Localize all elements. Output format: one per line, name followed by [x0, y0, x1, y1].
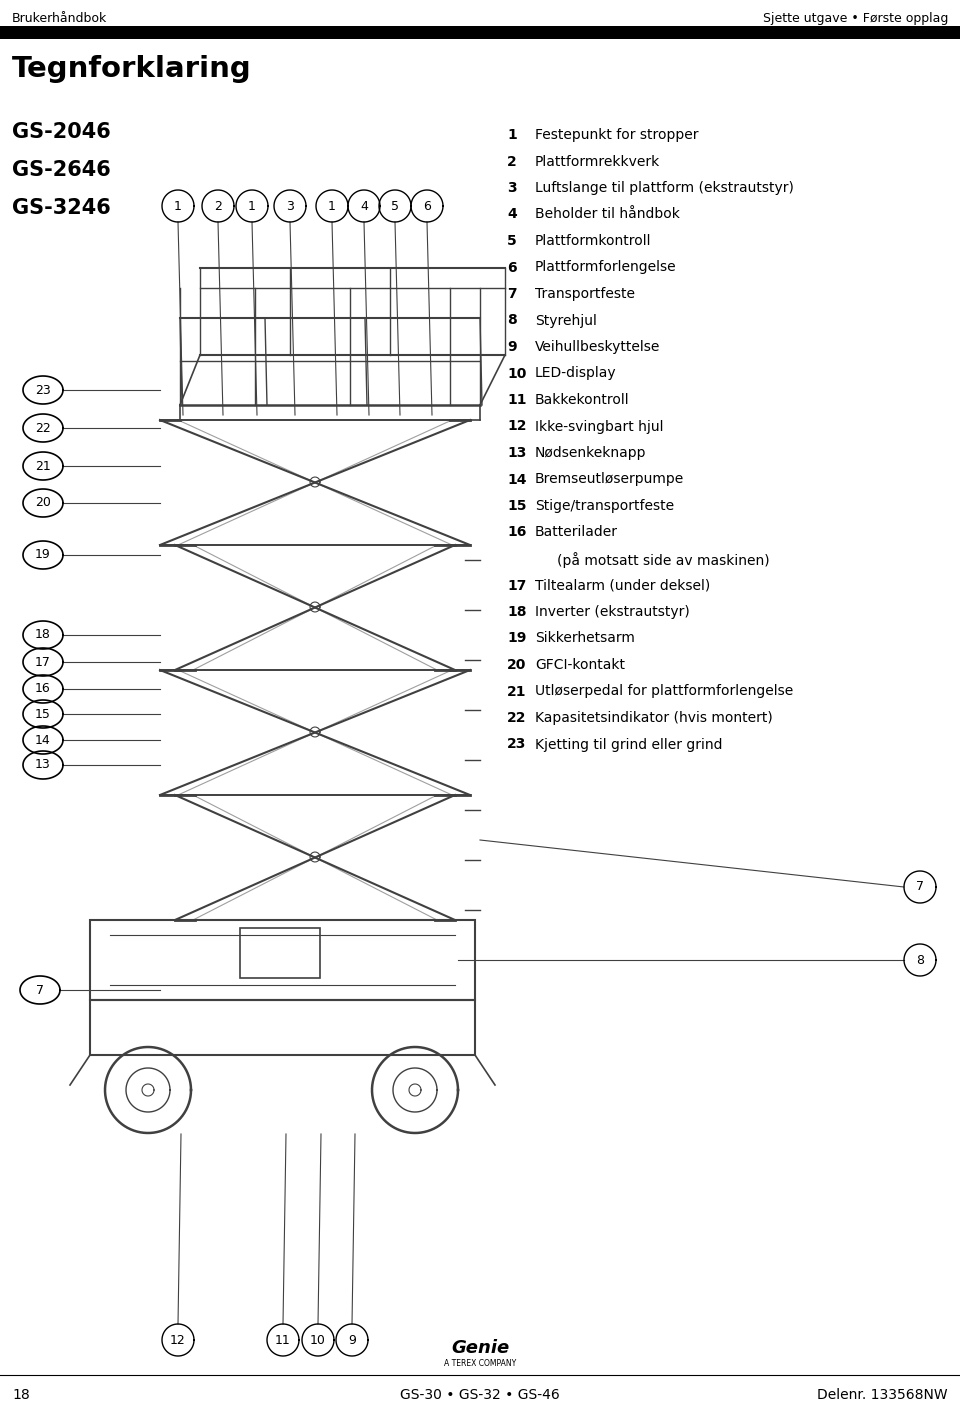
Text: GS-30 • GS-32 • GS-46: GS-30 • GS-32 • GS-46	[400, 1388, 560, 1402]
Text: 7: 7	[916, 880, 924, 893]
Text: Veihullbeskyttelse: Veihullbeskyttelse	[535, 341, 660, 355]
Bar	[90, 1000, 475, 1056]
Text: 2: 2	[507, 154, 516, 168]
Text: 19: 19	[507, 632, 526, 646]
Text: Festepunkt for stropper: Festepunkt for stropper	[535, 129, 699, 141]
Text: 16: 16	[507, 526, 526, 540]
Text: 12: 12	[507, 420, 526, 434]
Text: 13: 13	[507, 447, 526, 461]
Text: Kapasitetsindikator (hvis montert): Kapasitetsindikator (hvis montert)	[535, 711, 773, 725]
Text: 9: 9	[348, 1334, 356, 1347]
Text: Plattformforlengelse: Plattformforlengelse	[535, 260, 677, 274]
Text: 6: 6	[507, 260, 516, 274]
Text: Utløserpedal for plattformforlengelse: Utløserpedal for plattformforlengelse	[535, 684, 793, 698]
Text: 8: 8	[507, 314, 516, 328]
Bar	[90, 920, 475, 1000]
Text: 1: 1	[248, 199, 256, 212]
Text: 20: 20	[36, 496, 51, 510]
Text: Inverter (ekstrautstyr): Inverter (ekstrautstyr)	[535, 605, 689, 619]
Text: Genie: Genie	[451, 1340, 509, 1356]
Text: 23: 23	[507, 738, 526, 752]
Text: Stige/transportfeste: Stige/transportfeste	[535, 499, 674, 513]
Text: 3: 3	[286, 199, 294, 212]
Text: 3: 3	[507, 181, 516, 195]
Text: 6: 6	[423, 199, 431, 212]
Text: 20: 20	[507, 658, 526, 673]
Text: Delenr. 133568NW: Delenr. 133568NW	[817, 1388, 948, 1402]
Text: Nødsenkeknapp: Nødsenkeknapp	[535, 447, 646, 461]
Text: Batterilader: Batterilader	[535, 526, 618, 540]
Text: 8: 8	[916, 954, 924, 966]
Text: Tiltealarm (under deksel): Tiltealarm (under deksel)	[535, 578, 710, 592]
Text: 18: 18	[507, 605, 526, 619]
Text: 7: 7	[36, 983, 44, 996]
Text: GFCI-kontakt: GFCI-kontakt	[535, 658, 625, 673]
Text: 10: 10	[310, 1334, 326, 1347]
Text: LED-display: LED-display	[535, 366, 616, 380]
Text: 18: 18	[36, 629, 51, 642]
Bar	[0, 25, 960, 40]
Text: A TEREX COMPANY: A TEREX COMPANY	[444, 1358, 516, 1368]
Text: Bremseutløserpumpe: Bremseutløserpumpe	[535, 472, 684, 486]
Bar	[240, 928, 320, 978]
Text: 5: 5	[391, 199, 399, 212]
Text: (på motsatt side av maskinen): (på motsatt side av maskinen)	[557, 552, 770, 568]
Text: Sjette utgave • Første opplag: Sjette utgave • Første opplag	[762, 11, 948, 25]
Text: 23: 23	[36, 383, 51, 397]
Text: 1: 1	[328, 199, 336, 212]
Text: Brukerhåndbok: Brukerhåndbok	[12, 11, 108, 25]
Text: 10: 10	[507, 366, 526, 380]
Text: 5: 5	[507, 235, 516, 249]
Text: Ikke-svingbart hjul: Ikke-svingbart hjul	[535, 420, 663, 434]
Text: 14: 14	[36, 733, 51, 746]
Text: 11: 11	[276, 1334, 291, 1347]
Text: 7: 7	[507, 287, 516, 301]
Text: 4: 4	[507, 208, 516, 222]
Text: Luftslange til plattform (ekstrautstyr): Luftslange til plattform (ekstrautstyr)	[535, 181, 794, 195]
Text: 17: 17	[507, 578, 526, 592]
Text: 2: 2	[214, 199, 222, 212]
Text: GS-3246: GS-3246	[12, 198, 110, 218]
Text: 17: 17	[36, 656, 51, 668]
Text: 15: 15	[36, 708, 51, 721]
Text: Plattformrekkverk: Plattformrekkverk	[535, 154, 660, 168]
Text: 13: 13	[36, 759, 51, 771]
Text: 16: 16	[36, 682, 51, 695]
Text: Kjetting til grind eller grind: Kjetting til grind eller grind	[535, 738, 723, 752]
Text: 21: 21	[507, 684, 526, 698]
Text: 15: 15	[507, 499, 526, 513]
Text: Styrehjul: Styrehjul	[535, 314, 597, 328]
Text: Transportfeste: Transportfeste	[535, 287, 635, 301]
Text: Tegnforklaring: Tegnforklaring	[12, 55, 252, 83]
Text: GS-2646: GS-2646	[12, 160, 110, 179]
Text: Plattformkontroll: Plattformkontroll	[535, 235, 652, 249]
Text: Beholder til håndbok: Beholder til håndbok	[535, 208, 680, 222]
Text: 22: 22	[36, 421, 51, 435]
Text: 1: 1	[174, 199, 182, 212]
Text: 9: 9	[507, 341, 516, 355]
Text: 1: 1	[507, 129, 516, 141]
Text: 21: 21	[36, 459, 51, 472]
Text: 11: 11	[507, 393, 526, 407]
Text: 22: 22	[507, 711, 526, 725]
Text: 14: 14	[507, 472, 526, 486]
Text: 19: 19	[36, 548, 51, 561]
Text: GS-2046: GS-2046	[12, 122, 110, 141]
Text: Sikkerhetsarm: Sikkerhetsarm	[535, 632, 635, 646]
Text: 12: 12	[170, 1334, 186, 1347]
Text: Bakkekontroll: Bakkekontroll	[535, 393, 630, 407]
Text: 18: 18	[12, 1388, 30, 1402]
Text: 4: 4	[360, 199, 368, 212]
